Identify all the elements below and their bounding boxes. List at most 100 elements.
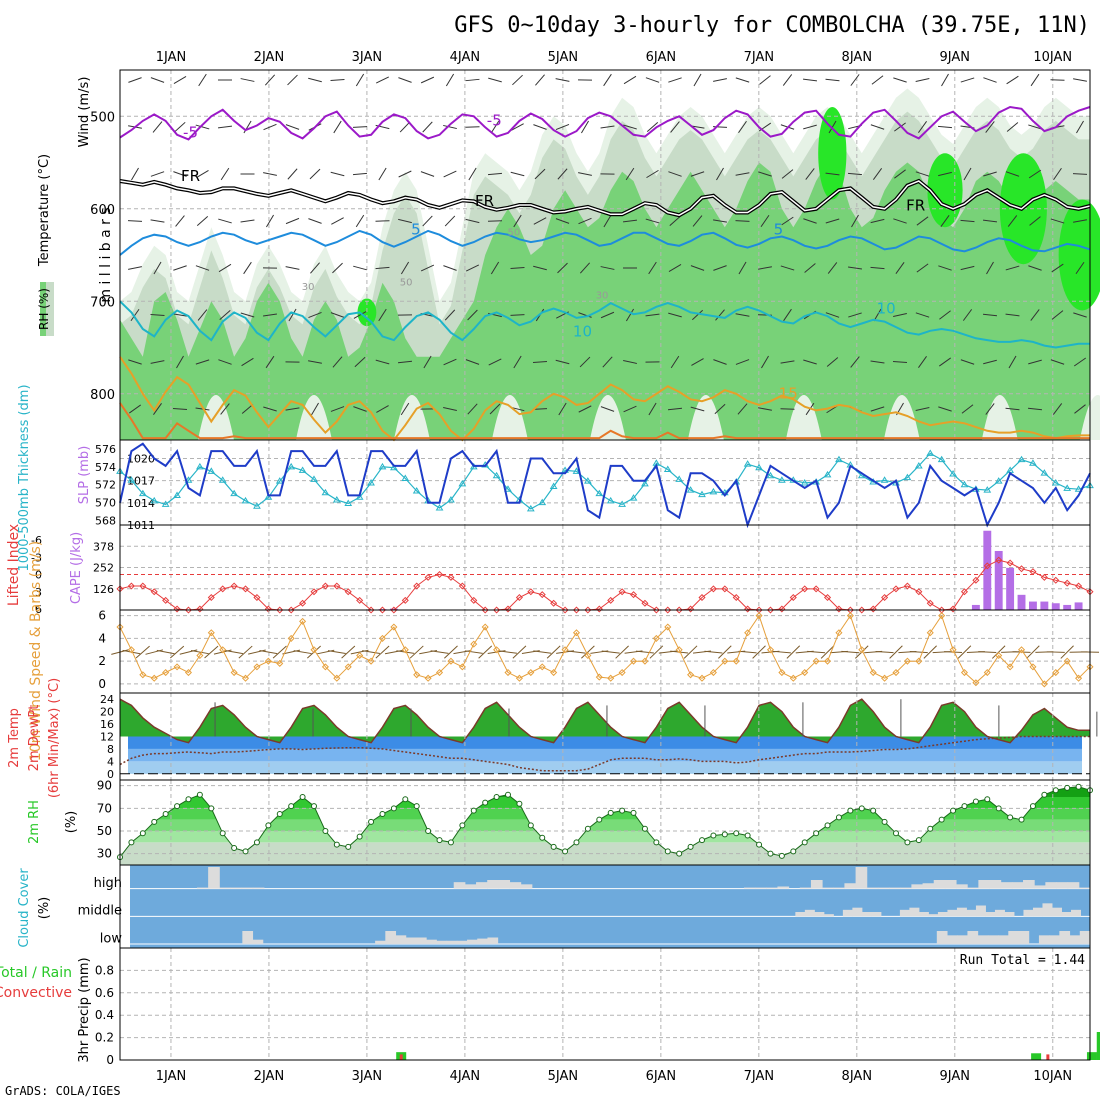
- cloud-bar-middle: [909, 907, 920, 917]
- li-marker: [561, 606, 569, 614]
- wind-barb: [420, 76, 435, 84]
- wind-marker: [607, 674, 615, 682]
- wind-barb: [828, 120, 837, 134]
- cloud-bar-high: [1011, 882, 1024, 889]
- wind-barb: [465, 359, 480, 365]
- rh-marker: [436, 837, 443, 844]
- thickness-marker: [903, 473, 912, 481]
- thickness-marker: [549, 482, 558, 490]
- rh-marker: [174, 803, 181, 810]
- wind-barb: [645, 313, 660, 317]
- rh-marker: [972, 798, 979, 805]
- wind-barb: [938, 265, 952, 271]
- wind-barb: [1028, 169, 1042, 179]
- rh-marker: [767, 850, 774, 857]
- rh-marker: [459, 822, 466, 829]
- wind-barb: [263, 172, 277, 176]
- wind-marker: [321, 663, 329, 671]
- wind-barb: [1030, 73, 1040, 87]
- cloud-bar-low: [252, 939, 264, 944]
- wind-barb: [467, 309, 478, 321]
- wind-barb: [1076, 120, 1084, 134]
- temp-tick: 8: [107, 743, 114, 756]
- contour-label: 30: [596, 290, 609, 301]
- rh-marker: [641, 825, 648, 832]
- wind-barb-10m: [635, 650, 654, 654]
- rh-tick: 90: [97, 779, 112, 793]
- li-marker: [858, 606, 866, 614]
- wind-barb: [308, 77, 322, 83]
- wind-barb-10m: [478, 645, 493, 659]
- wind-marker: [858, 646, 866, 654]
- axis-label-precip: 3hr Precip (mm): [77, 957, 92, 1062]
- rh-marker: [253, 839, 260, 846]
- rh-marker: [539, 834, 546, 841]
- rh-marker: [870, 807, 877, 814]
- wind-barb: [488, 358, 502, 366]
- cloud-bar-middle: [994, 909, 1005, 917]
- wind-barb: [555, 359, 570, 365]
- wind-barb: [668, 312, 682, 318]
- axis-label-lifted-index: Lifted Index: [6, 524, 22, 606]
- wind-marker: [561, 646, 569, 654]
- wind-barb: [780, 360, 795, 364]
- wind-barb: [532, 361, 548, 363]
- thickness-marker: [138, 489, 147, 497]
- axis-label-temp: 2m Temp: [7, 708, 22, 768]
- wind-barb: [1006, 122, 1019, 132]
- wind-marker: [264, 657, 272, 665]
- wind-barb: [288, 308, 297, 322]
- li-marker: [458, 582, 466, 590]
- wind-barb: [287, 74, 298, 86]
- wind-barb: [533, 124, 547, 130]
- cloud-bar-low: [977, 935, 989, 944]
- wind-marker: [527, 668, 535, 677]
- wind-barb: [962, 309, 973, 321]
- wind-barb: [1029, 216, 1041, 226]
- cloud-bar-middle: [1051, 907, 1062, 917]
- thickness-marker: [926, 449, 935, 456]
- slp-line: [119, 442, 1091, 529]
- cloud-bar-middle: [1032, 907, 1043, 917]
- wind-barb: [625, 308, 635, 322]
- rh-marker: [470, 807, 477, 814]
- li-marker: [1017, 565, 1026, 573]
- wind-barb: [1052, 403, 1063, 415]
- wind-barb: [894, 169, 906, 179]
- wind-barb-10m: [430, 650, 449, 654]
- wind-barb: [915, 171, 930, 177]
- cloud-bar-high: [956, 884, 968, 889]
- wind-barb: [625, 167, 635, 181]
- wind-barb: [1028, 124, 1042, 130]
- rh-marker: [562, 848, 569, 855]
- rh-marker: [1029, 803, 1036, 810]
- rh-marker: [1007, 814, 1014, 821]
- wind-barb: [893, 77, 907, 83]
- rh-marker: [915, 837, 922, 844]
- wind-barb: [690, 265, 705, 271]
- li-marker: [1029, 568, 1037, 576]
- wind-barb: [489, 403, 501, 415]
- wind-barb: [894, 122, 906, 132]
- cloud-bar-low: [477, 938, 488, 944]
- wind-barb: [916, 216, 929, 226]
- wind-barb: [197, 309, 208, 321]
- wind-barb: [648, 261, 657, 275]
- cloud-bar-middle: [966, 909, 977, 917]
- li-marker: [538, 591, 546, 599]
- wind-barb: [803, 218, 817, 224]
- wind-barb: [196, 215, 209, 227]
- wind-barb-10m: [225, 649, 244, 655]
- cloud-bar-high: [989, 880, 1002, 889]
- thickness-marker: [435, 504, 444, 511]
- wind-barb: [555, 78, 570, 82]
- wind-barb: [398, 77, 412, 83]
- wind-barb: [939, 310, 951, 320]
- wind-barb: [782, 74, 793, 86]
- axis-label-slp: SLP (mb): [77, 446, 92, 505]
- wind-barb: [265, 355, 275, 369]
- wind-barb: [581, 120, 589, 134]
- wind-barb: [825, 172, 840, 176]
- cloud-bar-middle: [871, 912, 882, 917]
- wind-barb: [938, 406, 952, 412]
